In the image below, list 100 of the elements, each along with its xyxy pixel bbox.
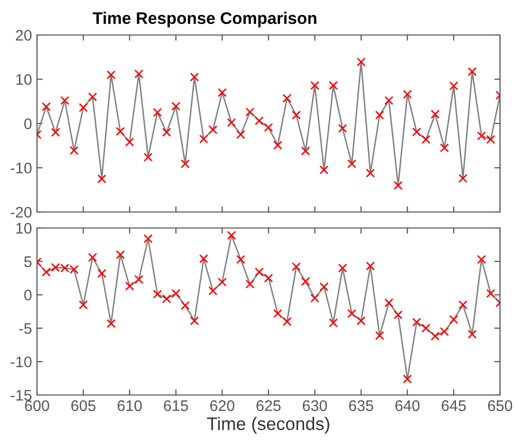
point — [97, 174, 106, 184]
x-tick-label: 610 — [118, 400, 142, 412]
point — [51, 128, 60, 137]
point — [60, 96, 70, 105]
y-tick-label: -10 — [10, 162, 32, 174]
point — [310, 80, 320, 90]
point — [301, 146, 310, 156]
point — [402, 374, 412, 384]
point — [440, 143, 449, 152]
point — [430, 332, 440, 341]
point — [282, 94, 292, 103]
x-tick-label: 625 — [256, 400, 281, 412]
point — [236, 254, 246, 264]
point — [144, 152, 153, 162]
point — [152, 290, 162, 299]
line-series — [37, 61, 500, 186]
point — [338, 124, 348, 133]
point — [88, 252, 98, 262]
point — [468, 67, 477, 76]
point — [402, 90, 412, 99]
point — [125, 282, 134, 291]
point — [412, 318, 422, 327]
point — [440, 327, 449, 336]
point — [384, 298, 394, 308]
point — [301, 276, 310, 286]
point — [476, 254, 486, 264]
point — [78, 300, 88, 310]
point — [171, 288, 180, 298]
point — [366, 262, 375, 271]
y-tick-label: -15 — [10, 390, 32, 401]
point — [476, 131, 486, 140]
point — [328, 80, 338, 90]
point — [42, 102, 51, 112]
point — [226, 230, 236, 240]
point — [421, 134, 430, 144]
point — [254, 268, 264, 277]
point — [162, 294, 172, 304]
y-tick-label: 10 — [16, 74, 32, 85]
point — [394, 310, 403, 320]
x-tick-label: 615 — [164, 400, 188, 412]
point — [375, 331, 384, 340]
y-tick-label: 0 — [24, 290, 32, 300]
y-tick-label: 10 — [16, 222, 32, 234]
point — [356, 57, 366, 66]
point — [134, 274, 144, 284]
point — [328, 318, 338, 328]
point — [190, 72, 199, 82]
point — [116, 126, 125, 136]
point — [282, 317, 292, 326]
point — [106, 319, 116, 328]
point — [236, 130, 246, 140]
point — [375, 110, 384, 120]
point — [162, 128, 172, 137]
point — [264, 122, 273, 132]
point — [338, 264, 348, 273]
x-tick-label: 600 — [25, 400, 50, 412]
point — [199, 134, 208, 144]
point — [468, 330, 477, 339]
point — [134, 69, 144, 78]
point — [449, 81, 458, 90]
y-tick-label: -20 — [10, 206, 32, 218]
point — [310, 294, 320, 303]
point — [70, 146, 79, 155]
point — [347, 159, 356, 168]
point — [421, 324, 430, 333]
point — [458, 300, 468, 310]
x-tick-label: 605 — [71, 400, 96, 412]
point — [144, 234, 153, 244]
point — [292, 262, 301, 272]
point — [273, 140, 282, 150]
y-tick-label: 0 — [24, 118, 32, 130]
x-tick-label: 645 — [442, 400, 466, 412]
point — [320, 282, 329, 292]
point — [180, 300, 190, 310]
y-tick-label: 20 — [16, 30, 32, 41]
x-tick-label: 630 — [302, 400, 327, 412]
point — [347, 309, 356, 318]
point — [208, 125, 218, 134]
point — [449, 315, 458, 324]
point — [125, 138, 134, 147]
x-axis-title: Time (seconds) — [207, 416, 330, 434]
point — [116, 250, 125, 260]
point — [106, 70, 116, 80]
x-tick-label: 640 — [395, 400, 420, 412]
point — [458, 174, 468, 183]
point — [273, 309, 282, 318]
point — [430, 110, 440, 119]
point — [88, 92, 98, 102]
point — [486, 134, 496, 144]
y-tick-label: 5 — [24, 256, 32, 268]
point — [42, 268, 51, 277]
point — [394, 180, 403, 190]
point — [245, 107, 254, 116]
y-tick-label: -5 — [19, 323, 32, 334]
point — [356, 316, 366, 326]
point — [171, 102, 180, 111]
point — [97, 268, 106, 278]
point — [218, 278, 227, 287]
x-tick-label: 650 — [488, 400, 512, 412]
point — [180, 159, 190, 168]
